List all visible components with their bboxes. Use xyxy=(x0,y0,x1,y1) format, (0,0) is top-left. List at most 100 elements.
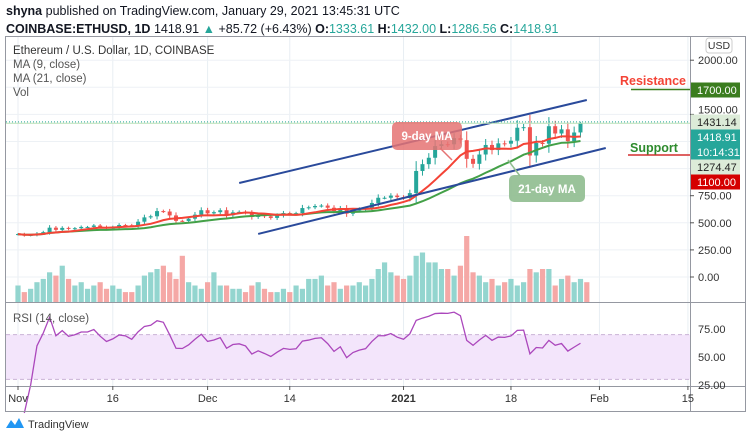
volume-bar xyxy=(122,292,129,302)
volume-bar xyxy=(47,272,53,302)
volume-bar xyxy=(198,288,204,302)
volume-bar xyxy=(577,278,584,302)
candle-body xyxy=(540,143,545,145)
legend-rsi[interactable]: RSI (14, close) xyxy=(13,313,89,325)
candle-body xyxy=(565,129,570,142)
candle-body xyxy=(117,224,122,228)
time-tick-label: 14 xyxy=(284,393,296,405)
volume-bar xyxy=(129,292,135,302)
currency-button xyxy=(705,37,733,54)
volume-bar xyxy=(72,285,78,302)
candle-body xyxy=(325,205,330,208)
volume-bar xyxy=(21,292,27,302)
legend-ma9[interactable]: MA (9, close) xyxy=(13,59,80,71)
legend-title: Ethereum / U.S. Dollar, 1D, COINBASE xyxy=(13,45,215,57)
volume-bar xyxy=(110,285,116,302)
legend-ma21[interactable]: MA (21, close) xyxy=(13,73,87,85)
volume-bar xyxy=(167,272,173,302)
volume-bar xyxy=(274,292,280,302)
candle-body xyxy=(433,146,438,158)
volume-bar xyxy=(205,282,211,302)
candle-body xyxy=(388,195,393,198)
open-value: 1333.61 xyxy=(328,22,375,36)
candle-body xyxy=(60,227,65,230)
volume-bar xyxy=(280,288,287,302)
rsi-tick-label: 50.00 xyxy=(698,352,726,364)
volume-bar xyxy=(261,288,268,302)
volume-bar xyxy=(451,275,457,302)
tradingview-logo[interactable]: TradingView xyxy=(6,418,89,431)
volume-bar xyxy=(268,292,274,302)
volume-bar xyxy=(394,275,400,302)
time-tick-label: Feb xyxy=(590,393,609,405)
candle-body xyxy=(300,208,305,214)
time-axis[interactable]: Nov 16 Dec 14 2021 18 Feb 15 xyxy=(8,386,694,405)
ma9-line xyxy=(17,135,581,236)
rsi-line xyxy=(23,311,581,414)
resistance-label: Resistance xyxy=(620,74,686,88)
volume-bar xyxy=(148,272,154,302)
volume-bar xyxy=(299,288,305,302)
candle-body xyxy=(306,207,311,209)
candle-body xyxy=(98,225,103,228)
candle-body xyxy=(508,140,513,144)
candle-body xyxy=(180,220,185,222)
volume-bar xyxy=(255,282,261,302)
volume-bar xyxy=(15,285,21,302)
ma21-line xyxy=(17,140,581,236)
ma21-callout xyxy=(509,175,585,202)
volume-bar xyxy=(407,275,413,302)
candle-body xyxy=(205,210,210,214)
volume-bar xyxy=(419,252,426,302)
legend-vol[interactable]: Vol xyxy=(13,87,29,99)
volume-bar xyxy=(192,285,198,302)
candle-body xyxy=(559,129,564,134)
candle-body xyxy=(414,170,419,194)
volume-bar xyxy=(344,285,350,302)
candle-body xyxy=(167,211,172,216)
volume-bar xyxy=(116,288,122,302)
volume-bar xyxy=(91,285,97,302)
volume-bar xyxy=(173,278,179,302)
volume-bar xyxy=(223,285,230,302)
volume-bar xyxy=(331,282,337,302)
candle-body xyxy=(483,144,488,155)
candle-body xyxy=(319,205,324,207)
author[interactable]: shyna xyxy=(6,4,43,18)
volume-bar xyxy=(381,262,388,302)
high-tag: 1431.14 xyxy=(697,117,737,129)
rsi-pane xyxy=(6,311,690,414)
volume-bar xyxy=(502,282,508,302)
volume-bar xyxy=(432,262,438,302)
price-scale[interactable]: 2000.00 1500.00 750.00 500.00 250.00 0.00 75.0… xyxy=(690,37,738,392)
volume-bar xyxy=(457,265,463,302)
candle-body xyxy=(142,217,147,222)
volume-bar xyxy=(97,282,103,302)
candle-body xyxy=(79,226,84,229)
candle-body xyxy=(382,197,387,199)
volume-bar xyxy=(65,278,72,302)
candle-body xyxy=(515,127,520,141)
volume-bar xyxy=(571,282,577,302)
candle-body xyxy=(211,212,216,214)
price-tick-label: 1500.00 xyxy=(698,104,738,116)
countdown-tag: 10:14:31 xyxy=(697,147,740,159)
trend-line xyxy=(257,147,607,235)
candle-body xyxy=(123,224,128,226)
symbol: COINBASE:ETHUSD, 1D xyxy=(6,22,151,36)
volume-bar xyxy=(426,262,432,302)
volume-bar xyxy=(179,255,185,302)
candle-body xyxy=(72,228,77,230)
volume-bar xyxy=(325,285,331,302)
up-arrow-icon: ▲ xyxy=(202,22,215,36)
candle-body xyxy=(85,226,90,228)
volume-bar xyxy=(470,272,476,302)
candle-body xyxy=(376,197,381,203)
candle-body xyxy=(47,227,52,233)
low-tag-bg xyxy=(691,159,740,175)
volume-bar xyxy=(464,236,470,302)
time-tick-label: 2021 xyxy=(391,393,415,405)
last-price-tag-bg xyxy=(691,129,740,145)
